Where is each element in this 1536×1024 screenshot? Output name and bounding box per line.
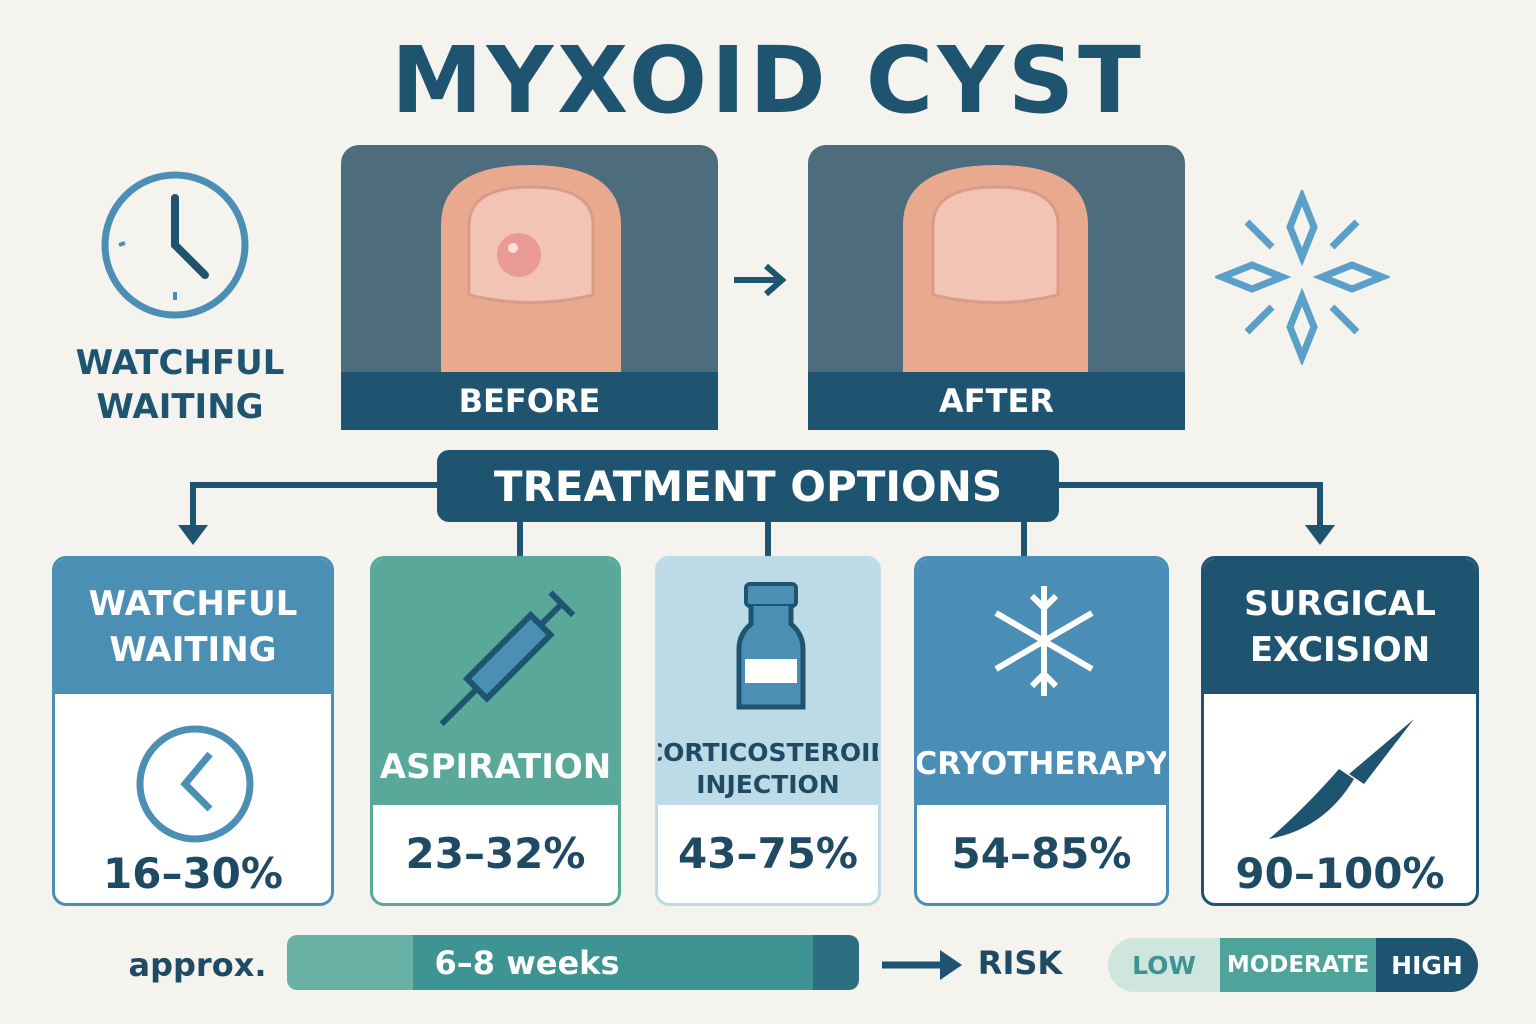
risk-label: RISK [977,943,1063,982]
option-card: ASPIRATION 23–32% [370,556,621,906]
risk-level: HIGH [1376,938,1478,992]
after-photo [808,145,1185,430]
duration-bar [287,935,859,990]
option-name: ASPIRATION [379,746,612,787]
option-card: CRYOTHERAPY 54–85% [914,556,1169,906]
option-name: CRYOTHERAPY [914,746,1169,782]
option-rate: 43–75% [678,828,858,878]
clock-icon [136,725,254,843]
option-name: SURGICAL EXCISION [1204,559,1476,694]
risk-level: MODERATE [1220,938,1376,992]
option-rate: 16–30% [103,848,283,898]
after-label: AFTER [939,382,1054,420]
option-card: SURGICAL EXCISION 90–100% [1201,556,1479,906]
option-rate: 54–85% [951,828,1132,878]
snowflake-icon [1215,190,1390,365]
syringe-icon [439,590,576,727]
arrow [734,263,787,297]
treatment-header: TREATMENT OPTIONS [437,450,1059,522]
option-rate: 23–32% [405,828,586,878]
scalpel-icon [1269,719,1414,839]
clock-icon [101,171,249,319]
side-label: WATCHFUL WAITING [75,343,285,427]
before-photo [341,145,718,430]
approx-label: approx. [128,946,267,984]
risk-level: LOW [1108,938,1220,992]
title: MYXOID CYST [391,26,1145,134]
risk-scale: LOW MODERATE HIGH [1108,938,1478,992]
connectors [178,482,1335,560]
before-label: BEFORE [458,382,601,420]
option-rate: 90–100% [1235,848,1445,898]
option-card: CORTICOSTEROID INJECTION 43–75% [655,556,881,906]
option-name: CORTICOSTEROID INJECTION [655,738,881,799]
option-card: WATCHFUL WAITING 16–30% [52,556,334,906]
option-name: WATCHFUL WAITING [55,559,331,694]
duration-label: 6–8 weeks [434,943,620,982]
snowflake-icon [994,586,1094,696]
arrow [882,950,962,980]
vial-icon [736,582,806,710]
